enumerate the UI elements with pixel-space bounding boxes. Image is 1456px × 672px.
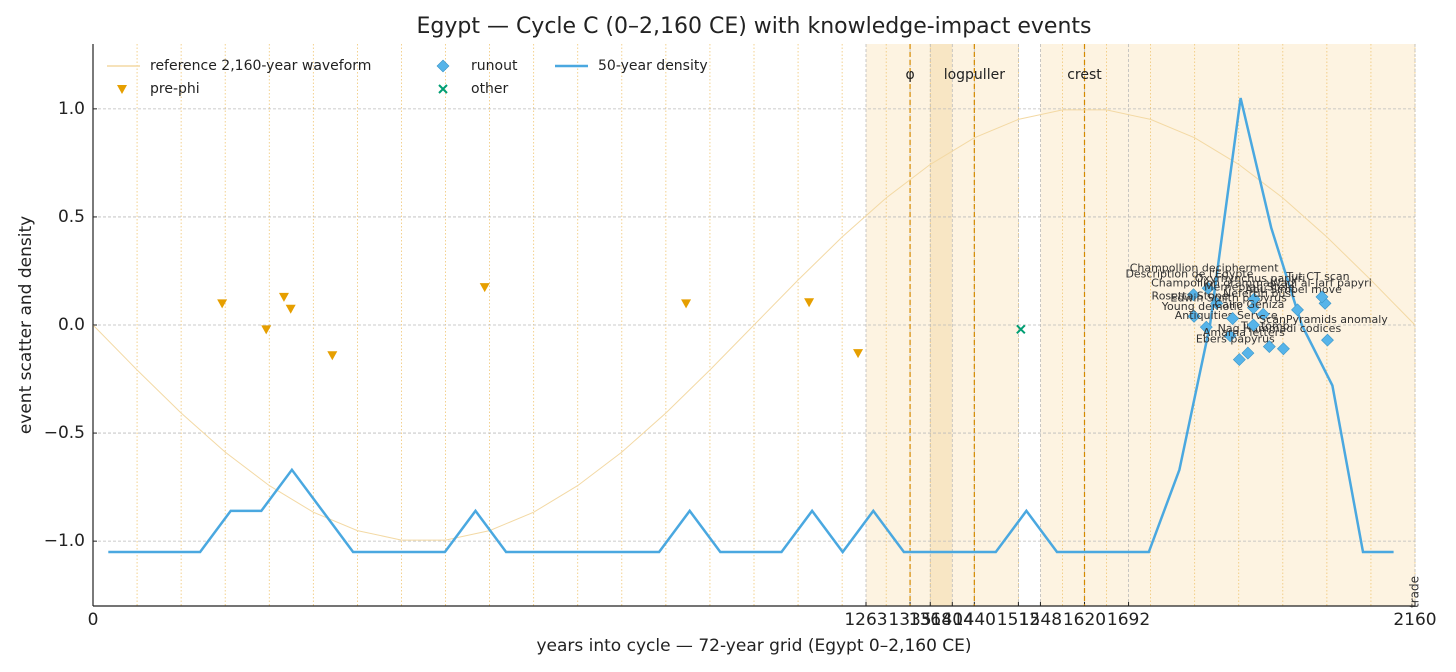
point bbox=[1256, 307, 1270, 321]
point bbox=[1187, 309, 1201, 323]
line-series bbox=[92, 109, 1416, 541]
point-label: Young demotic bbox=[1161, 300, 1243, 313]
legend-swatch bbox=[117, 85, 127, 94]
x-tick-label: 1692 bbox=[1107, 610, 1150, 630]
point bbox=[1199, 320, 1213, 334]
point bbox=[1321, 333, 1334, 347]
chart-title: Egypt — Cycle C (0–2,160 CE) with knowle… bbox=[416, 14, 1091, 39]
point bbox=[327, 351, 338, 361]
x-tick-label: 1335 bbox=[888, 610, 931, 630]
edge-annotation: trade bbox=[1408, 576, 1422, 608]
point bbox=[1232, 353, 1246, 367]
y-axis-label: event scatter and density bbox=[16, 216, 36, 434]
x-tick-label: 1620 bbox=[1063, 610, 1106, 630]
point bbox=[217, 299, 228, 309]
point bbox=[804, 298, 815, 308]
x-tick-label: 1512 bbox=[997, 610, 1040, 630]
point bbox=[1210, 296, 1224, 310]
legend-label: pre-phi bbox=[150, 81, 200, 97]
point bbox=[1241, 346, 1255, 360]
point bbox=[1016, 324, 1026, 335]
point bbox=[261, 325, 272, 335]
marker-label: φ bbox=[905, 67, 914, 83]
point-label: Tut CT scan bbox=[1285, 270, 1349, 283]
point-label: Champollion grammar bbox=[1151, 276, 1275, 289]
point bbox=[1223, 329, 1237, 343]
point bbox=[285, 304, 296, 314]
legend-label: reference 2,160-year waveform bbox=[150, 58, 371, 74]
point bbox=[853, 349, 864, 359]
y-tick-label: −0.5 bbox=[44, 423, 85, 443]
point-label: Cairo Geniza bbox=[1215, 298, 1285, 311]
point bbox=[1262, 340, 1276, 354]
point-label: Merneptah Stele bbox=[1204, 281, 1295, 294]
marker-label: crest bbox=[1067, 67, 1102, 83]
point bbox=[1201, 281, 1215, 295]
x-tick-label: 1440 bbox=[953, 610, 996, 630]
point-label: Description de l'Egypte bbox=[1125, 268, 1253, 281]
shaded-span bbox=[1040, 44, 1415, 606]
point-label: ScanPyramids anomaly bbox=[1259, 313, 1388, 326]
point bbox=[681, 299, 692, 309]
point-label: Oxyrhynchus papyri bbox=[1195, 272, 1305, 285]
point-label: Champollion decipherment bbox=[1130, 261, 1280, 274]
point-label: Abu Simbel move bbox=[1245, 283, 1342, 296]
point bbox=[479, 283, 490, 293]
y-tick-label: 0.0 bbox=[58, 315, 85, 335]
marker-label: logpuller bbox=[944, 67, 1005, 83]
point bbox=[1246, 301, 1260, 315]
point bbox=[1246, 318, 1260, 332]
legend-label: runout bbox=[471, 58, 518, 74]
point bbox=[1187, 288, 1200, 302]
x-tick-label: 0 bbox=[88, 610, 99, 630]
y-tick-label: 0.5 bbox=[58, 207, 85, 227]
point-label: Nefertiti bust bbox=[1223, 287, 1296, 300]
x-tick-label: 2160 bbox=[1393, 610, 1436, 630]
point bbox=[1226, 312, 1240, 325]
legend-swatch bbox=[438, 84, 448, 94]
point-label: Wadi al-Jarf papyri bbox=[1270, 276, 1372, 289]
x-axis-label: years into cycle — 72-year grid (Egypt 0… bbox=[536, 636, 971, 656]
shaded-span bbox=[930, 44, 953, 606]
point-label: Amarna letters bbox=[1203, 326, 1285, 339]
legend-label: other bbox=[471, 81, 509, 97]
point bbox=[1276, 342, 1290, 356]
point bbox=[1315, 290, 1329, 304]
x-tick-label: 1263 bbox=[844, 610, 887, 630]
x-tick-label: 1368 bbox=[909, 610, 952, 630]
y-tick-label: −1.0 bbox=[44, 531, 85, 551]
line-series bbox=[108, 97, 1394, 555]
x-tick-label: 1404 bbox=[931, 610, 974, 630]
legend-label: 50-year density bbox=[598, 58, 708, 74]
legend-swatch bbox=[436, 59, 450, 73]
y-tick-label: 1.0 bbox=[58, 99, 85, 119]
x-tick-label: 1548 bbox=[1019, 610, 1062, 630]
point bbox=[278, 292, 289, 302]
point-label: Ebers papyrus bbox=[1196, 333, 1275, 346]
point bbox=[1291, 303, 1304, 317]
